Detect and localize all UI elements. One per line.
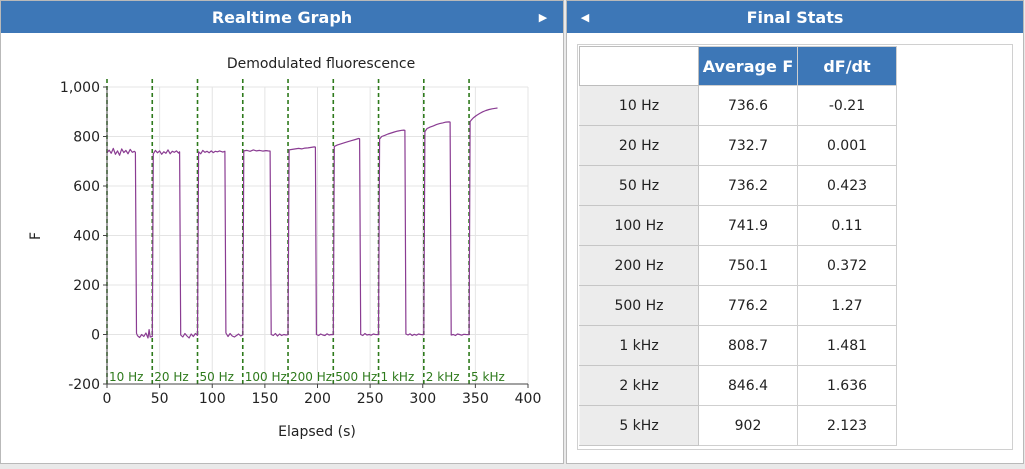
y-tick-label: 200 (73, 278, 100, 294)
y-tick-label: -200 (68, 377, 100, 393)
x-tick-label: 200 (304, 391, 331, 407)
frequency-marker-label: 50 Hz (200, 370, 234, 384)
realtime-graph-header: Realtime Graph ▶ (1, 1, 563, 33)
average-f-cell: 846.4 (698, 365, 798, 406)
x-tick-label: 150 (252, 391, 279, 407)
stats-table: Average F dF/dt 10 Hz 736.6 -0.21 20 Hz 732.… (579, 46, 897, 446)
x-tick-label: 100 (199, 391, 226, 407)
realtime-graph-panel: Realtime Graph ▶ 10 Hz 20 Hz 50 Hz 100 Hz 20… (0, 0, 564, 464)
row-header[interactable]: 100 Hz (579, 205, 699, 246)
x-tick-label: 0 (103, 391, 112, 407)
y-tick-label: 800 (73, 130, 100, 146)
frequency-marker-label: 500 Hz (335, 370, 377, 384)
frequency-marker-label: 10 Hz (109, 370, 143, 384)
x-tick-label: 250 (357, 391, 384, 407)
df-dt-cell: 0.001 (797, 125, 897, 166)
x-tick-label: 50 (151, 391, 169, 407)
df-dt-cell: 0.372 (797, 245, 897, 286)
df-dt-cell: 0.423 (797, 165, 897, 206)
average-f-cell: 736.6 (698, 85, 798, 126)
frequency-marker-label: 1 kHz (381, 370, 415, 384)
x-tick-label: 300 (409, 391, 436, 407)
row-header[interactable]: 20 Hz (579, 125, 699, 166)
y-tick-label: 1,000 (60, 80, 100, 96)
y-axis-label: F (28, 232, 44, 240)
df-dt-cell: 1.481 (797, 325, 897, 366)
final-stats-header: ◀ Final Stats (567, 1, 1023, 33)
x-tick-label: 400 (515, 391, 542, 407)
average-f-cell: 776.2 (698, 285, 798, 326)
row-header[interactable]: 500 Hz (579, 285, 699, 326)
column-header-df-dt[interactable]: dF/dt (797, 46, 897, 86)
final-stats-panel: ◀ Final Stats Average F dF/dt 10 Hz 736.6… (566, 0, 1024, 464)
table-row: 2 kHz 846.4 1.636 (579, 365, 897, 406)
stats-table-frame: Average F dF/dt 10 Hz 736.6 -0.21 20 Hz 732.… (577, 44, 1013, 450)
collapse-right-arrow-icon[interactable]: ▶ (538, 10, 548, 24)
collapse-left-arrow-icon[interactable]: ◀ (580, 10, 590, 24)
df-dt-cell: 1.636 (797, 365, 897, 406)
frequency-marker-label: 100 Hz (245, 370, 287, 384)
y-tick-label: 0 (91, 328, 100, 344)
table-row: 50 Hz 736.2 0.423 (579, 165, 897, 206)
fluorescence-chart: 10 Hz 20 Hz 50 Hz 100 Hz 200 Hz 500 Hz 1 kHz 2 … (28, 56, 542, 440)
fluorescence-series-line (106, 107, 498, 339)
table-row: 20 Hz 732.7 0.001 (579, 125, 897, 166)
table-row: 200 Hz 750.1 0.372 (579, 245, 897, 286)
df-dt-cell: 0.11 (797, 205, 897, 246)
df-dt-cell: 2.123 (797, 405, 897, 446)
frequency-marker-label: 5 kHz (471, 370, 505, 384)
table-corner-cell (579, 46, 699, 86)
df-dt-cell: -0.21 (797, 85, 897, 126)
average-f-cell: 902 (698, 405, 798, 446)
y-tick-label: 600 (73, 179, 100, 195)
df-dt-cell: 1.27 (797, 285, 897, 326)
row-header[interactable]: 200 Hz (579, 245, 699, 286)
column-header-average-f[interactable]: Average F (698, 46, 798, 86)
table-row: 1 kHz 808.7 1.481 (579, 325, 897, 366)
y-tick-label: 400 (73, 229, 100, 245)
table-row: 100 Hz 741.9 0.11 (579, 205, 897, 246)
average-f-cell: 741.9 (698, 205, 798, 246)
average-f-cell: 736.2 (698, 165, 798, 206)
table-row: 500 Hz 776.2 1.27 (579, 285, 897, 326)
average-f-cell: 732.7 (698, 125, 798, 166)
chart-title: Demodulated fluorescence (227, 56, 415, 72)
table-row: 10 Hz 736.6 -0.21 (579, 85, 897, 126)
row-header[interactable]: 5 kHz (579, 405, 699, 446)
x-axis-label: Elapsed (s) (278, 424, 356, 440)
realtime-graph-title: Realtime Graph (211, 7, 353, 27)
frequency-marker-label: 20 Hz (154, 370, 188, 384)
final-stats-title: Final Stats (746, 7, 844, 27)
row-header[interactable]: 50 Hz (579, 165, 699, 206)
x-tick-label: 350 (462, 391, 489, 407)
row-header[interactable]: 1 kHz (579, 325, 699, 366)
row-header[interactable]: 10 Hz (579, 85, 699, 126)
average-f-cell: 808.7 (698, 325, 798, 366)
frequency-marker-label: 200 Hz (290, 370, 332, 384)
row-header[interactable]: 2 kHz (579, 365, 699, 406)
frequency-marker-label: 2 kHz (426, 370, 460, 384)
table-row: 5 kHz 902 2.123 (579, 405, 897, 446)
average-f-cell: 750.1 (698, 245, 798, 286)
